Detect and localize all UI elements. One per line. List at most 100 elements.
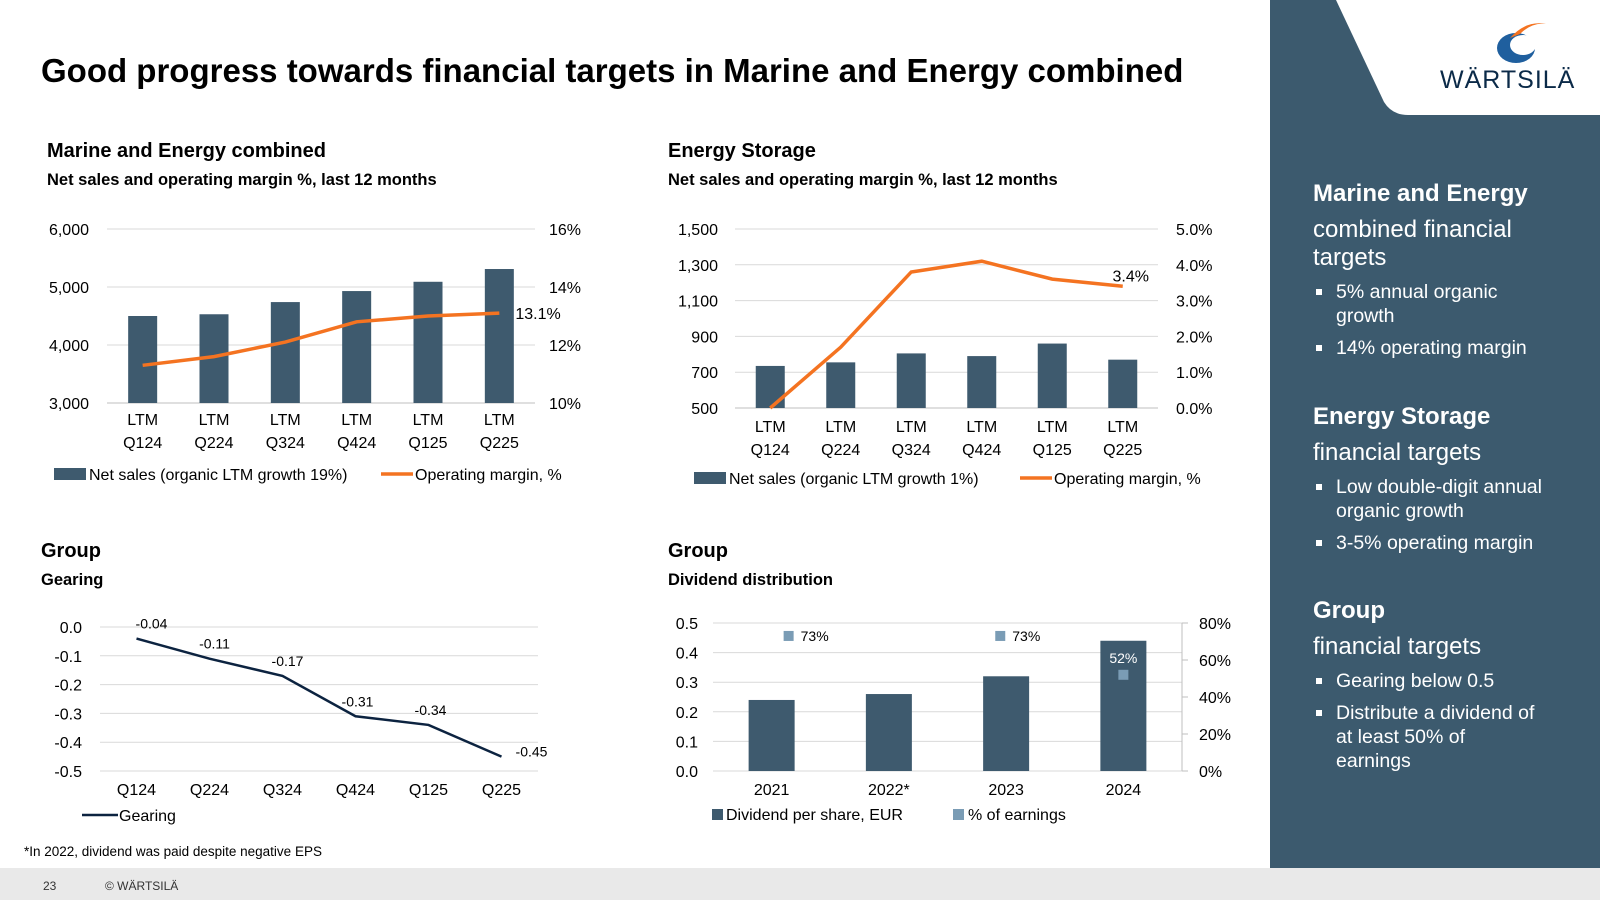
earnings-marker — [783, 630, 794, 641]
x-tick-label: LTM — [199, 412, 230, 429]
x-tick-label: Q224 — [821, 442, 860, 459]
data-label: 52% — [1109, 650, 1137, 666]
bar — [1100, 640, 1147, 771]
y2-tick-label: 1.0% — [1176, 365, 1212, 382]
y2-tick-label: 16% — [549, 222, 581, 239]
x-tick-label: LTM — [755, 419, 786, 436]
y2-tick-label: 0% — [1199, 764, 1222, 781]
data-label: 73% — [801, 628, 829, 644]
y2-tick-label: 0.0% — [1176, 401, 1212, 418]
earnings-marker — [995, 630, 1006, 641]
sidebar-subheading: financial targets — [1313, 439, 1482, 466]
legend-swatch-marker — [953, 809, 964, 820]
data-label: -0.34 — [415, 702, 447, 718]
x-tick-label: Q125 — [409, 782, 448, 799]
bar — [342, 291, 372, 403]
page-number: 23 — [43, 879, 57, 893]
sidebar-target: Low double-digit annual organic growth — [1313, 475, 1563, 523]
legend-label: % of earnings — [968, 807, 1066, 824]
y-tick-label: -0.4 — [54, 735, 82, 752]
sidebar-section-group: Group financial targets Gearing below 0.… — [1313, 597, 1543, 781]
y2-tick-label: 14% — [549, 280, 581, 297]
bar — [967, 356, 997, 408]
chart-subtitle: Net sales and operating margin %, last 1… — [668, 171, 1058, 189]
legend-swatch-bar — [712, 809, 723, 820]
bar — [128, 316, 158, 403]
legend-label: Operating margin, % — [415, 467, 562, 484]
chart-subtitle: Dividend distribution — [668, 571, 833, 589]
sidebar-heading: Energy Storage — [1313, 403, 1491, 430]
y-tick-label: 0.5 — [676, 616, 698, 633]
legend-swatch-bar — [694, 472, 726, 484]
data-label: 73% — [1012, 628, 1040, 644]
legend-label: Dividend per share, EUR — [726, 807, 903, 824]
x-tick-label: 2021 — [754, 782, 790, 799]
sidebar-subheading: financial targets — [1313, 633, 1482, 660]
y-tick-label: 6,000 — [49, 222, 89, 239]
y-tick-label: 4,000 — [49, 338, 89, 355]
bar — [983, 676, 1030, 771]
x-tick-label: 2022* — [868, 782, 910, 799]
bar — [484, 269, 514, 403]
bar — [755, 365, 785, 408]
x-tick-label: 2024 — [1106, 782, 1142, 799]
y-tick-label: 0.2 — [676, 705, 698, 722]
y-tick-label: 1,100 — [678, 294, 718, 311]
y-tick-label: 1,300 — [678, 258, 718, 275]
y-tick-label: -0.5 — [54, 764, 82, 781]
x-tick-label: Q124 — [751, 442, 790, 459]
legend-label: Operating margin, % — [1054, 471, 1201, 488]
chart-heading: Group — [668, 540, 728, 562]
y-tick-label: -0.1 — [54, 649, 82, 666]
x-tick-label: Q324 — [263, 782, 302, 799]
x-tick-label: Q125 — [1033, 442, 1072, 459]
data-label: -0.17 — [272, 653, 304, 669]
earnings-marker — [1118, 669, 1129, 680]
chart-heading: Group — [41, 540, 101, 562]
x-tick-label: Q424 — [962, 442, 1001, 459]
y-tick-label: 0.0 — [676, 764, 698, 781]
footer-bar — [0, 868, 1600, 900]
data-label: -0.04 — [136, 616, 168, 632]
data-label: -0.45 — [516, 744, 548, 760]
y-tick-label: 0.4 — [676, 646, 698, 663]
bar — [1037, 343, 1067, 408]
sidebar-heading: Marine and Energy — [1313, 180, 1528, 207]
operating-margin-line — [769, 259, 1123, 410]
y-tick-label: 3,000 — [49, 396, 89, 413]
bar — [865, 694, 912, 771]
y-tick-label: 900 — [691, 329, 718, 346]
x-tick-label: Q324 — [892, 442, 931, 459]
x-tick-label: LTM — [1037, 419, 1068, 436]
y2-tick-label: 4.0% — [1176, 258, 1212, 275]
y-tick-label: 500 — [691, 401, 718, 418]
sidebar — [1270, 0, 1600, 868]
copyright: © WÄRTSILÄ — [105, 879, 179, 893]
x-tick-label: LTM — [1107, 419, 1138, 436]
x-tick-label: LTM — [825, 419, 856, 436]
x-tick-label: LTM — [341, 412, 372, 429]
sidebar-subheading: combined financial targets — [1313, 216, 1512, 271]
x-tick-label: LTM — [966, 419, 997, 436]
data-label: 13.1% — [515, 306, 560, 323]
wartsila-logo-icon — [1497, 23, 1546, 63]
legend-label: Net sales (organic LTM growth 1%) — [729, 471, 979, 488]
data-label: -0.11 — [199, 636, 230, 652]
y-tick-label: 1,500 — [678, 222, 718, 239]
x-tick-label: Q225 — [480, 435, 519, 452]
x-tick-label: LTM — [896, 419, 927, 436]
x-tick-label: Q124 — [117, 782, 156, 799]
data-label: 3.4% — [1113, 268, 1149, 285]
sidebar-target: 3-5% operating margin — [1313, 531, 1563, 555]
legend-swatch-bar — [54, 468, 86, 480]
y-tick-label: 0.3 — [676, 675, 698, 692]
y2-tick-label: 60% — [1199, 653, 1231, 670]
x-tick-label: LTM — [127, 412, 158, 429]
y-tick-label: -0.2 — [54, 678, 82, 695]
x-tick-label: Q224 — [194, 435, 233, 452]
sidebar-target: Distribute a dividend of at least 50% of… — [1313, 701, 1543, 773]
bar — [1108, 359, 1138, 408]
x-tick-label: Q224 — [190, 782, 229, 799]
x-tick-label: Q324 — [266, 435, 305, 452]
bar — [896, 353, 926, 408]
